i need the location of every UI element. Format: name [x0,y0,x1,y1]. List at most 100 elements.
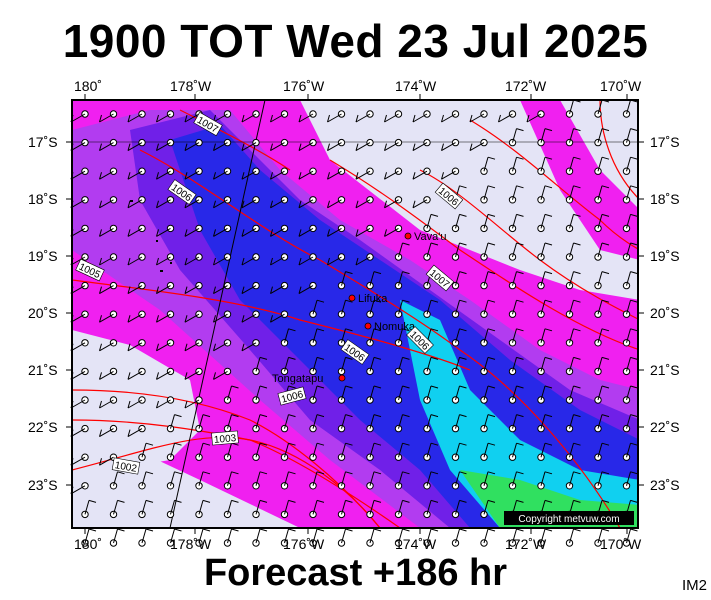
wind-barb [99,339,118,352]
place-label: Lifuka [358,293,388,305]
wind-barb [508,213,524,233]
wind-barb [99,281,118,295]
place-dot [364,322,372,330]
wind-barb [241,224,260,237]
wind-barb [384,167,403,180]
wind-barb [565,299,581,318]
wind-barb [537,156,553,175]
wind-barb [480,185,496,204]
wind-barb [337,499,353,519]
wind-barb [412,138,431,152]
wind-barb [480,499,496,519]
light-patch-sw [72,330,200,470]
wind-barb [138,528,154,547]
wind-barb [337,471,353,490]
wind-barb [394,414,410,433]
wind-barb [138,442,154,461]
wind-barb [622,185,638,204]
wind-barb [213,224,232,237]
wind-barb [241,167,260,180]
wind-barb [394,442,410,461]
wind-barb [99,396,118,409]
wind-barb [594,328,610,347]
lon-label-bottom-170w: 170˚W [600,536,642,552]
wind-barb [270,281,289,295]
wind-barb [127,424,146,438]
lon-label-bottom-172w: 172˚W [505,536,547,552]
wind-barb [109,499,125,519]
wind-barb [127,281,146,295]
wind-barb [565,128,581,147]
wind-barb [223,442,239,461]
wind-barb [309,499,325,519]
wind-barb [366,528,382,547]
wind-barb [565,528,581,547]
wind-barb [451,213,467,233]
wind-barb [565,356,581,376]
wind-barb [565,471,581,490]
map-frame [71,99,639,529]
lat-label-left-20s: 20˚S [28,305,58,321]
wind-barb [309,299,325,318]
wind-barb [480,242,496,261]
chart-title: 1900 TOT Wed 23 Jul 2025 [62,15,649,67]
wind-barb [70,424,89,438]
wind-barb [337,385,353,404]
lat-label-right-20s: 20˚S [650,305,680,321]
wind-barb [156,167,175,180]
wind-barb [451,442,467,461]
wind-barb [127,310,146,323]
wind-barb [423,414,439,433]
lat-label-left-23s: 23˚S [28,477,58,493]
wind-barb [309,528,325,547]
wind-barb [166,528,182,547]
wind-barb [594,414,610,433]
wind-barb [280,356,296,376]
wind-barb [394,385,410,404]
wind-barb [441,110,460,123]
wind-barb [508,528,524,547]
isobar-label: 1003 [211,430,239,446]
wind-barb [565,242,581,261]
wind-barb [355,196,374,209]
axis-ticks [66,94,644,534]
wind-barb [480,271,496,290]
image-badge: IM2 [681,577,707,594]
wind-barb [451,356,467,376]
place-dot [348,294,356,302]
wind-barb [498,110,517,123]
wind-barb [309,414,325,433]
wind-barb [565,99,581,118]
wind-barb [366,471,382,490]
wind-barb [298,224,317,237]
wind-barb [622,356,638,376]
wind-barb [537,242,553,261]
wind-barb [223,385,239,404]
wind-barb [309,442,325,461]
rain-band-magenta-east [520,100,638,260]
wind-barb [166,442,182,461]
wind-barb [127,339,146,352]
wind-barb [451,414,467,433]
place-dot [404,232,412,240]
wind-barb [594,528,610,547]
wind-barb [537,356,553,376]
lat-label-right-22s: 22˚S [650,419,680,435]
wind-barb [109,528,125,547]
wind-barb [423,242,439,261]
wind-barb [270,253,289,266]
wind-barb [184,253,203,266]
wind-barb [508,328,524,347]
wind-barb [394,356,410,376]
wind-barb [70,482,89,495]
wind-barb [394,499,410,519]
wind-barb [156,281,175,295]
wind-barb [355,167,374,180]
wind-barb [70,196,89,209]
wind-barb [298,167,317,180]
wind-barb [565,271,581,290]
wind-barb [622,271,638,290]
wind-barb [166,499,182,519]
wind-barb [537,299,553,318]
